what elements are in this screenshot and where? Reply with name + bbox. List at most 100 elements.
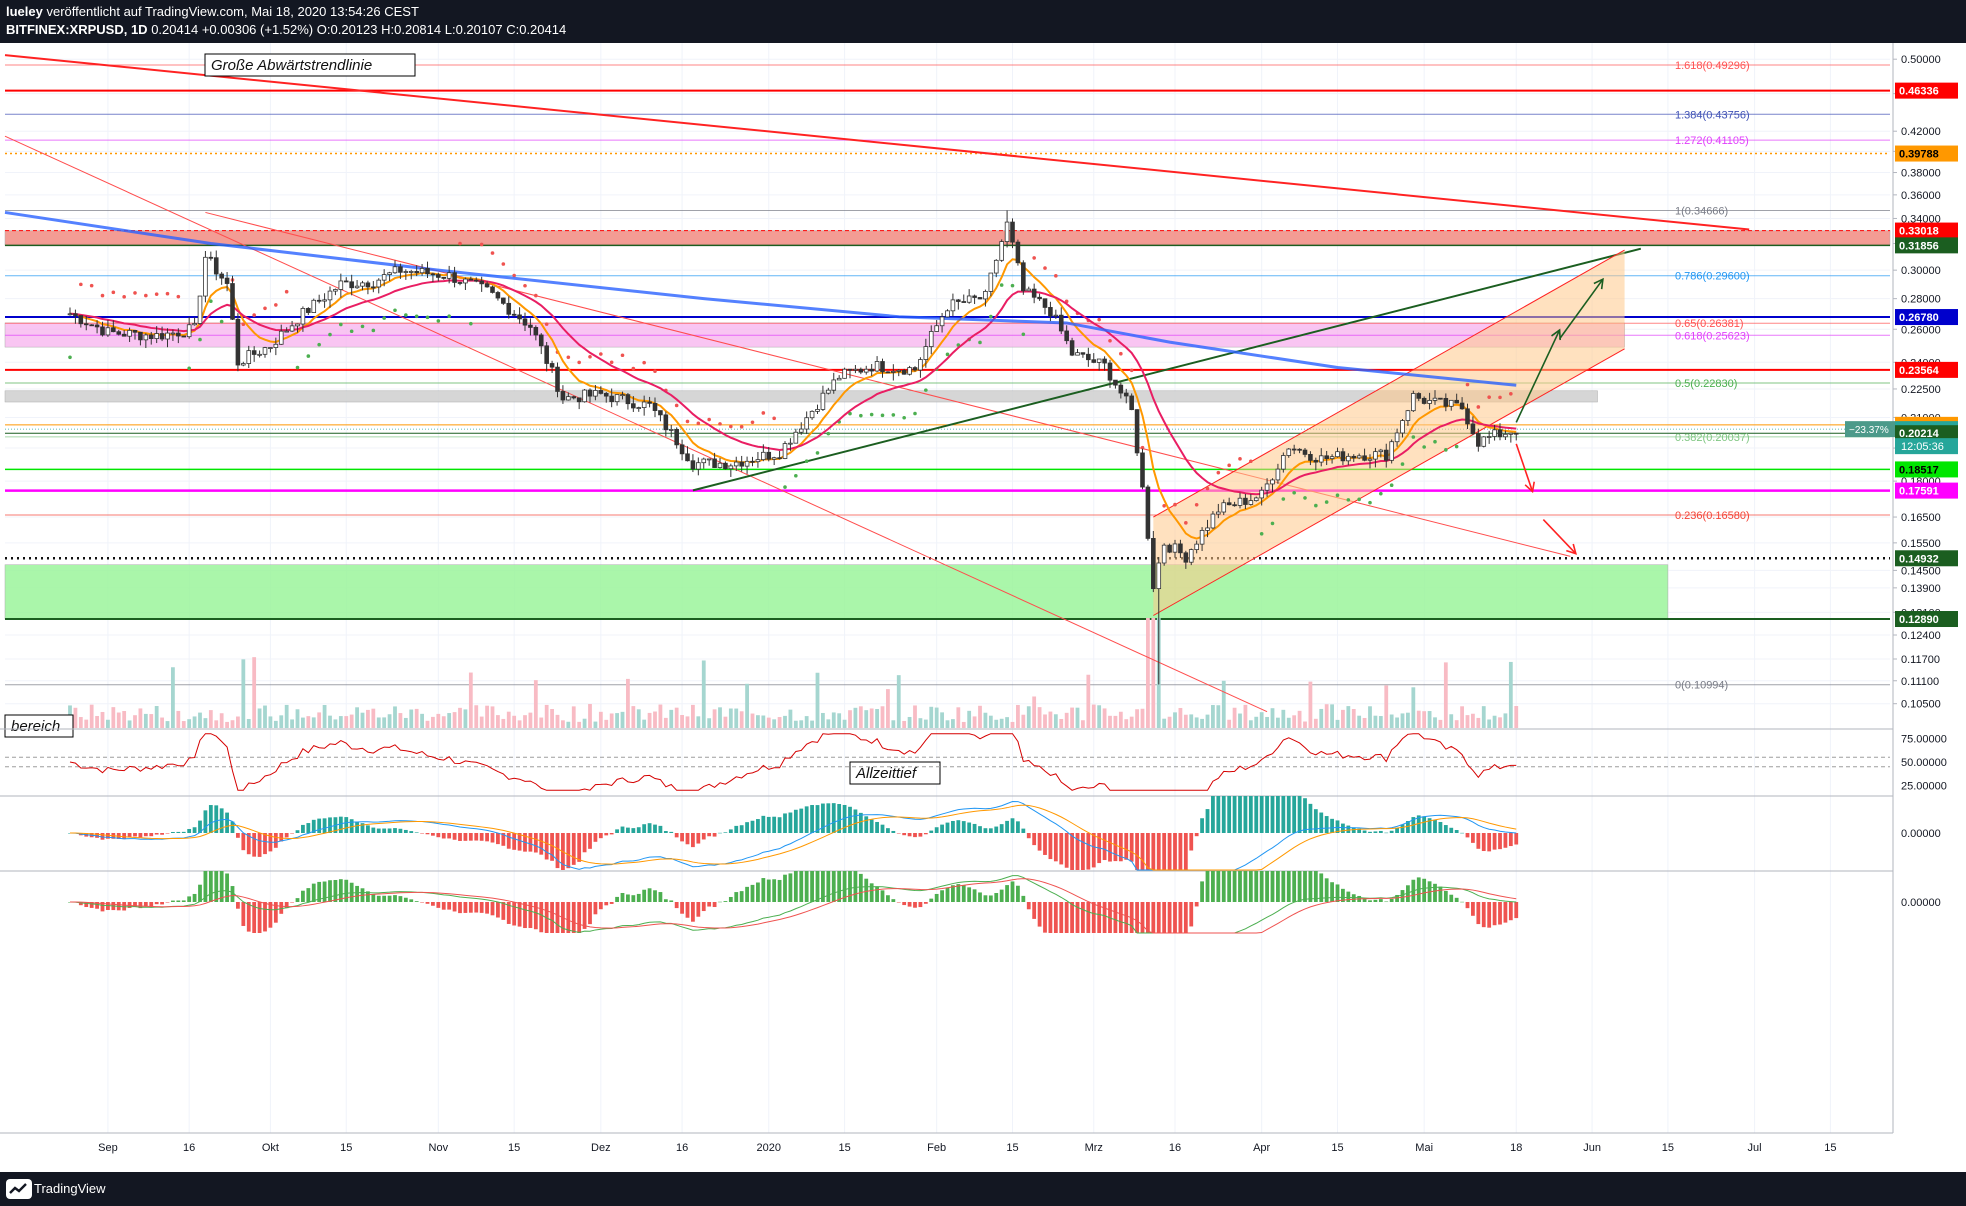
histogram-bar <box>875 886 879 902</box>
sar-dot <box>609 360 614 365</box>
volume-bar <box>1487 719 1492 728</box>
histogram-bar <box>252 902 257 933</box>
open-label: O: <box>316 22 331 37</box>
histogram-bar <box>371 894 376 902</box>
footer-bar: TradingView <box>0 1172 1966 1206</box>
histogram-bar <box>945 887 950 902</box>
candle <box>349 281 354 289</box>
candle <box>793 431 799 444</box>
fib-label-0-65: 0.65(0.26381) <box>1675 318 1744 330</box>
candle <box>1481 436 1487 447</box>
candle <box>1470 423 1476 435</box>
histogram-bar <box>1319 873 1324 902</box>
candle <box>511 313 517 316</box>
histogram-bar <box>1167 833 1172 870</box>
volume-bar <box>988 715 993 728</box>
histogram-bar <box>994 893 999 902</box>
histogram-bar <box>674 833 679 838</box>
volume-bar <box>393 706 397 728</box>
histogram-bar <box>338 879 343 902</box>
symbol-name[interactable]: BITFINEX:XRPUSD, 1D <box>6 22 148 37</box>
histogram-bar <box>506 833 511 849</box>
candle <box>945 310 950 318</box>
histogram-bar <box>674 902 679 909</box>
histogram-bar <box>387 895 392 902</box>
sar-dot <box>1119 351 1123 356</box>
volume-bar <box>127 720 132 728</box>
histogram-bar <box>658 825 663 833</box>
low-value: 0.20107 <box>455 22 503 37</box>
histogram-bar <box>458 902 462 914</box>
histogram-bar <box>1216 796 1221 833</box>
volume-bar <box>409 709 414 728</box>
volume-bar <box>1373 715 1378 728</box>
volume-bar <box>420 713 424 728</box>
histogram-bar <box>1503 902 1508 923</box>
histogram-bar <box>636 893 641 902</box>
histogram-bar <box>192 893 197 902</box>
histogram-bar <box>431 902 435 906</box>
histogram-bar <box>1097 902 1102 933</box>
volume-bar <box>506 711 511 728</box>
candle <box>983 291 988 300</box>
histogram-bar <box>311 819 316 833</box>
candle <box>1221 502 1227 513</box>
sar-dot <box>1054 274 1058 278</box>
histogram-bar <box>219 808 224 833</box>
price-chart[interactable]: 1.618(0.49296) 1.384(0.43756) 1.272(0.4110… <box>0 43 1966 1172</box>
histogram-bar <box>463 833 468 841</box>
time-tick-label: Jul <box>1748 1142 1762 1154</box>
histogram-bar <box>1216 871 1221 902</box>
histogram-bar <box>1124 833 1129 860</box>
volume-bar <box>1216 705 1221 728</box>
histogram-bar <box>956 884 961 902</box>
annotation-label: Große Abwärtstrendlinie <box>211 57 372 74</box>
sar-dot <box>902 415 906 420</box>
histogram-bar <box>273 902 278 923</box>
histogram-bar <box>1259 796 1264 833</box>
candle <box>398 266 403 273</box>
histogram-bar <box>490 902 495 916</box>
volume-bar <box>1183 714 1188 728</box>
histogram-bar <box>1102 833 1107 861</box>
price-label: 0.18517 <box>1899 464 1939 476</box>
footer-brand[interactable]: TradingView <box>34 1181 106 1196</box>
candle <box>1134 409 1140 454</box>
candle <box>1021 262 1026 292</box>
histogram-bar <box>1151 902 1156 933</box>
histogram-bar <box>1389 898 1394 902</box>
volume-bar <box>225 721 229 728</box>
histogram-bar <box>1330 882 1334 902</box>
candle <box>414 271 419 274</box>
histogram-bar <box>604 902 609 906</box>
sar-dot <box>566 355 571 360</box>
sar-dot <box>999 283 1004 287</box>
candle <box>706 458 712 461</box>
price-tick-label: 0.38000 <box>1901 168 1941 180</box>
volume-bar <box>89 704 94 728</box>
histogram-bar <box>214 805 219 833</box>
volume-bar <box>571 706 576 728</box>
tradingview-logo-icon[interactable] <box>6 1179 32 1199</box>
candle <box>354 285 360 289</box>
volume-bar <box>1091 704 1096 728</box>
histogram-bar <box>176 831 181 833</box>
price-label-box <box>1895 309 1958 326</box>
histogram-bar <box>452 833 457 840</box>
volume-bar <box>273 720 278 728</box>
candle <box>506 302 512 315</box>
candle <box>365 282 371 288</box>
histogram-bar <box>322 818 327 833</box>
histogram-bar <box>479 833 484 841</box>
author-name[interactable]: lueley <box>6 4 43 19</box>
candle <box>869 368 874 372</box>
sar-dot <box>79 282 83 287</box>
histogram-bar <box>1221 871 1226 902</box>
candle <box>1178 543 1183 554</box>
histogram-bar <box>826 871 831 902</box>
volume-bar <box>739 711 744 728</box>
price-tick-label: 0.34000 <box>1901 213 1941 225</box>
histogram-bar <box>468 902 473 913</box>
arrow-up-1 <box>1515 329 1561 423</box>
histogram-bar <box>1422 878 1427 902</box>
